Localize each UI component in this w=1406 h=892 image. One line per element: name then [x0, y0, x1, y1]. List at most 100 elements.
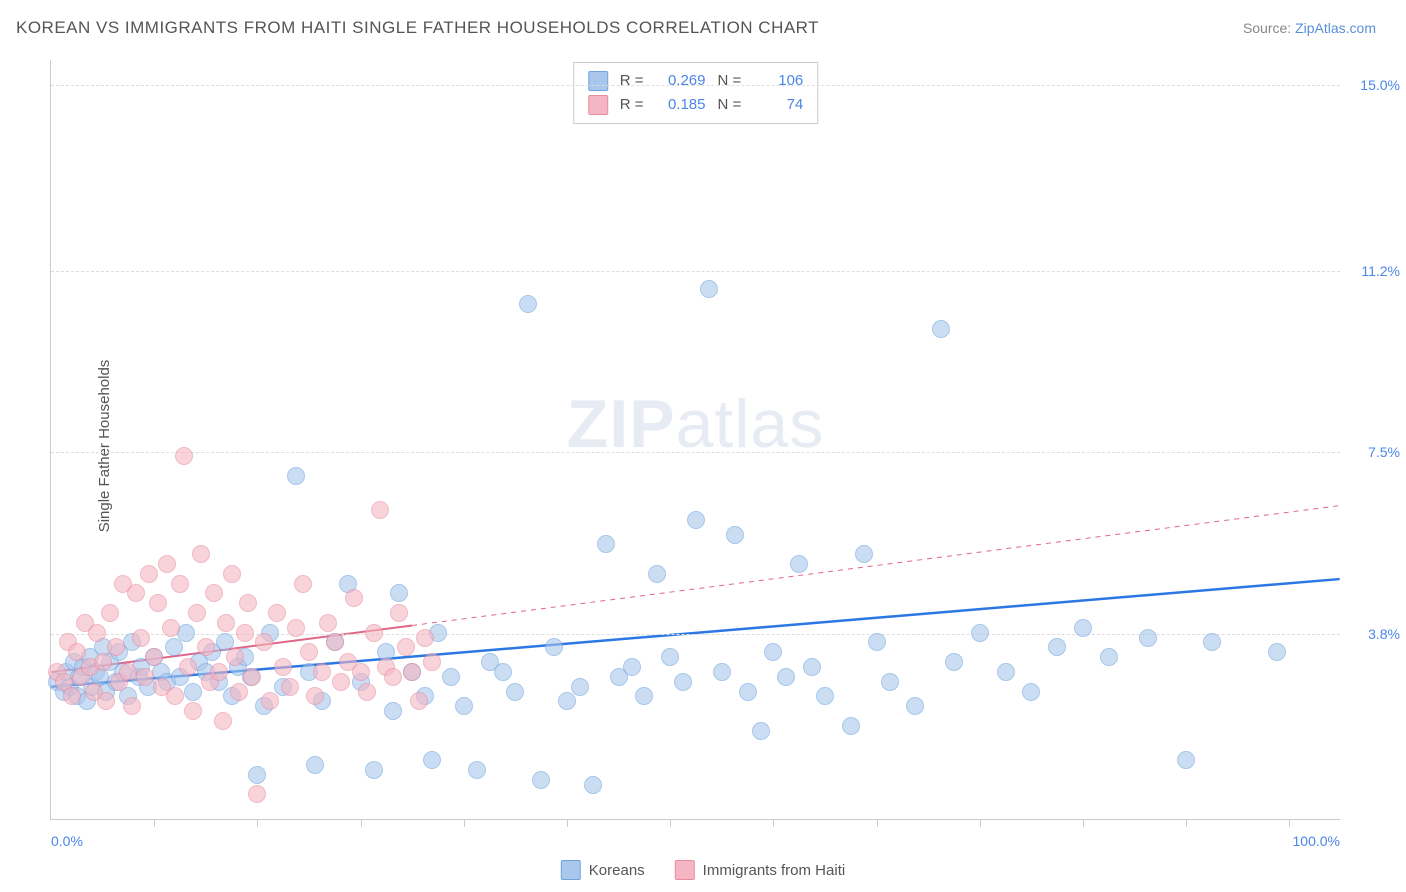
- scatter-point: [371, 501, 389, 519]
- scatter-point: [971, 624, 989, 642]
- scatter-point: [88, 624, 106, 642]
- scatter-point: [68, 643, 86, 661]
- scatter-point: [140, 565, 158, 583]
- chart-title: KOREAN VS IMMIGRANTS FROM HAITI SINGLE F…: [16, 18, 819, 38]
- scatter-point: [326, 633, 344, 651]
- scatter-point: [358, 683, 376, 701]
- scatter-point: [287, 619, 305, 637]
- series-legend: Koreans Immigrants from Haiti: [561, 860, 845, 880]
- scatter-point: [506, 683, 524, 701]
- r-label-0: R =: [620, 69, 644, 93]
- swatch-haiti: [588, 95, 608, 115]
- scatter-point: [532, 771, 550, 789]
- source-prefix: Source:: [1243, 20, 1295, 36]
- scatter-point: [188, 604, 206, 622]
- scatter-point: [558, 692, 576, 710]
- scatter-point: [248, 766, 266, 784]
- source-link[interactable]: ZipAtlas.com: [1295, 20, 1376, 36]
- scatter-point: [752, 722, 770, 740]
- scatter-point: [519, 295, 537, 313]
- scatter-point: [192, 545, 210, 563]
- scatter-point: [226, 648, 244, 666]
- scatter-point: [261, 692, 279, 710]
- scatter-point: [661, 648, 679, 666]
- scatter-point: [423, 751, 441, 769]
- scatter-point: [352, 663, 370, 681]
- scatter-point: [687, 511, 705, 529]
- scatter-point: [243, 668, 261, 686]
- scatter-point: [184, 683, 202, 701]
- scatter-point: [214, 712, 232, 730]
- scatter-point: [239, 594, 257, 612]
- scatter-point: [674, 673, 692, 691]
- gridline: [51, 271, 1340, 272]
- y-tick-label: 7.5%: [1368, 444, 1400, 460]
- scatter-point: [287, 467, 305, 485]
- r-value-1: 0.185: [656, 93, 706, 117]
- scatter-point: [623, 658, 641, 676]
- scatter-point: [468, 761, 486, 779]
- scatter-point: [248, 785, 266, 803]
- scatter-point: [390, 584, 408, 602]
- scatter-point: [403, 663, 421, 681]
- scatter-point: [868, 633, 886, 651]
- scatter-point: [132, 629, 150, 647]
- scatter-point: [149, 594, 167, 612]
- x-tick: [154, 819, 155, 827]
- y-tick-label: 15.0%: [1360, 77, 1400, 93]
- scatter-point: [306, 687, 324, 705]
- scatter-point: [906, 697, 924, 715]
- scatter-point: [713, 663, 731, 681]
- scatter-point: [127, 584, 145, 602]
- scatter-point: [410, 692, 428, 710]
- scatter-point: [197, 638, 215, 656]
- scatter-point: [345, 589, 363, 607]
- scatter-point: [423, 653, 441, 671]
- r-label-1: R =: [620, 93, 644, 117]
- scatter-point: [455, 697, 473, 715]
- gridline: [51, 452, 1340, 453]
- scatter-point: [1074, 619, 1092, 637]
- legend-item-haiti: Immigrants from Haiti: [675, 860, 846, 880]
- scatter-point: [166, 687, 184, 705]
- scatter-point: [545, 638, 563, 656]
- trend-lines: [51, 60, 1340, 819]
- scatter-point: [1268, 643, 1286, 661]
- x-tick: [361, 819, 362, 827]
- x-tick: [257, 819, 258, 827]
- scatter-point: [119, 663, 137, 681]
- scatter-point: [294, 575, 312, 593]
- scatter-point: [123, 697, 141, 715]
- scatter-point: [145, 648, 163, 666]
- scatter-point: [230, 683, 248, 701]
- scatter-point: [739, 683, 757, 701]
- scatter-point: [945, 653, 963, 671]
- swatch-koreans-bottom: [561, 860, 581, 880]
- scatter-point: [790, 555, 808, 573]
- scatter-point: [332, 673, 350, 691]
- n-value-1: 74: [753, 93, 803, 117]
- scatter-point: [171, 575, 189, 593]
- x-tick: [877, 819, 878, 827]
- x-tick: [464, 819, 465, 827]
- x-tick: [567, 819, 568, 827]
- scatter-plot-area: ZIPatlas R = 0.269 N = 106 R = 0.185 N =…: [50, 60, 1340, 820]
- n-label-0: N =: [718, 69, 742, 93]
- scatter-point: [648, 565, 666, 583]
- scatter-point: [94, 653, 112, 671]
- scatter-point: [932, 320, 950, 338]
- scatter-point: [881, 673, 899, 691]
- swatch-koreans: [588, 71, 608, 91]
- scatter-point: [158, 555, 176, 573]
- source-attribution: Source: ZipAtlas.com: [1243, 20, 1376, 36]
- scatter-point: [764, 643, 782, 661]
- scatter-point: [416, 629, 434, 647]
- scatter-point: [442, 668, 460, 686]
- scatter-point: [165, 638, 183, 656]
- scatter-point: [1203, 633, 1221, 651]
- r-value-0: 0.269: [656, 69, 706, 93]
- watermark-zip: ZIP: [567, 386, 676, 462]
- scatter-point: [306, 756, 324, 774]
- scatter-point: [205, 584, 223, 602]
- scatter-point: [281, 678, 299, 696]
